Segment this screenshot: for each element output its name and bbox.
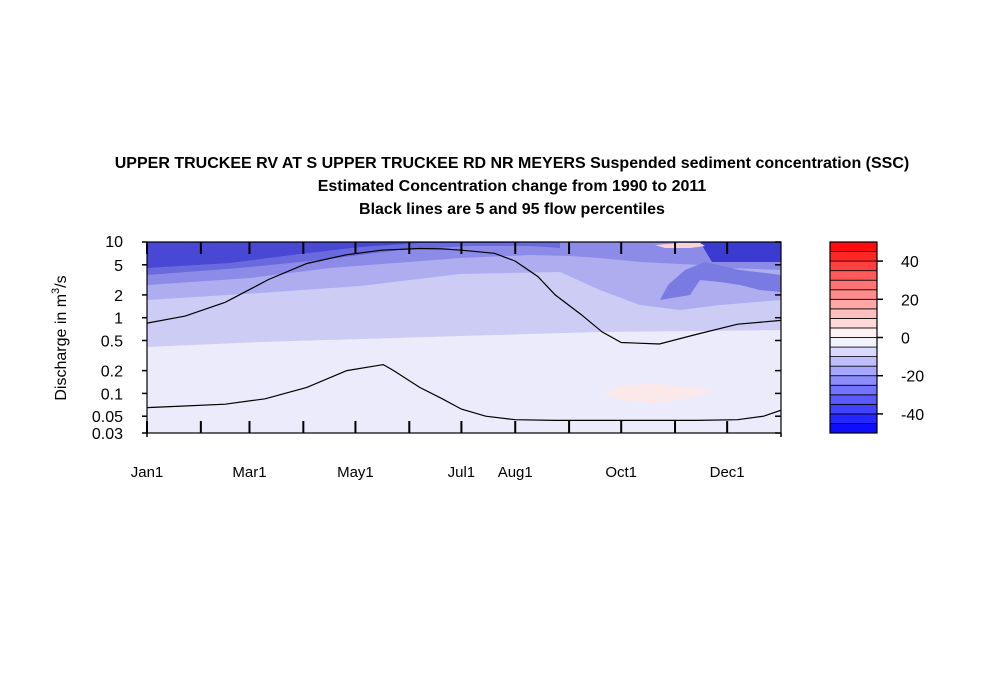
- colorbar-tick-label-4: -40: [901, 407, 924, 424]
- colorbar-bin-19: [830, 242, 877, 252]
- y-tick-label-6: 0.1: [101, 386, 123, 403]
- x-tick-label-4: Aug1: [498, 464, 533, 481]
- y-axis-label: Discharge in m3/s: [50, 275, 70, 400]
- colorbar-bin-9: [830, 338, 877, 348]
- colorbar-bin-6: [830, 366, 877, 376]
- x-tick-label-0: Jan1: [131, 464, 164, 481]
- colorbar-bin-11: [830, 318, 877, 328]
- colorbar-tick-label-1: 20: [901, 292, 919, 309]
- colorbar-bin-3: [830, 395, 877, 405]
- x-tick-label-3: Jul1: [448, 464, 476, 481]
- y-tick-label-7: 0.05: [92, 409, 123, 426]
- y-tick-label-4: 0.5: [101, 333, 123, 350]
- x-tick-label-1: Mar1: [232, 464, 266, 481]
- contour-band-minus-40: [700, 242, 781, 262]
- colorbar-bin-14: [830, 290, 877, 300]
- y-tick-label-0: 10: [105, 234, 123, 251]
- colorbar-bin-0: [830, 423, 877, 433]
- colorbar-tick-label-3: -20: [901, 369, 924, 386]
- colorbar-bin-13: [830, 299, 877, 309]
- colorbar-bin-2: [830, 404, 877, 414]
- y-tick-label-1: 5: [114, 258, 123, 275]
- colorbar-tick-label-2: 0: [901, 331, 910, 348]
- colorbar-tick-label-0: 40: [901, 254, 919, 271]
- y-tick-label-8: 0.03: [92, 426, 123, 443]
- colorbar-bin-17: [830, 261, 877, 271]
- y-tick-label-2: 2: [114, 288, 123, 305]
- colorbar-bin-15: [830, 280, 877, 290]
- colorbar-bin-4: [830, 385, 877, 395]
- colorbar-bin-12: [830, 309, 877, 319]
- colorbar-bin-18: [830, 252, 877, 262]
- colorbar: 40 20 0 -20 -40: [830, 242, 924, 433]
- x-tick-label-6: Dec1: [710, 464, 745, 481]
- colorbar-bin-5: [830, 376, 877, 386]
- x-tick-label-2: May1: [337, 464, 374, 481]
- y-tick-label-5: 0.2: [101, 364, 123, 381]
- x-tick-label-5: Oct1: [605, 464, 637, 481]
- colorbar-bin-16: [830, 271, 877, 281]
- colorbar-bin-10: [830, 328, 877, 338]
- colorbar-bin-8: [830, 347, 877, 357]
- colorbar-bin-1: [830, 414, 877, 424]
- colorbar-bin-7: [830, 357, 877, 367]
- y-tick-label-3: 1: [114, 311, 123, 328]
